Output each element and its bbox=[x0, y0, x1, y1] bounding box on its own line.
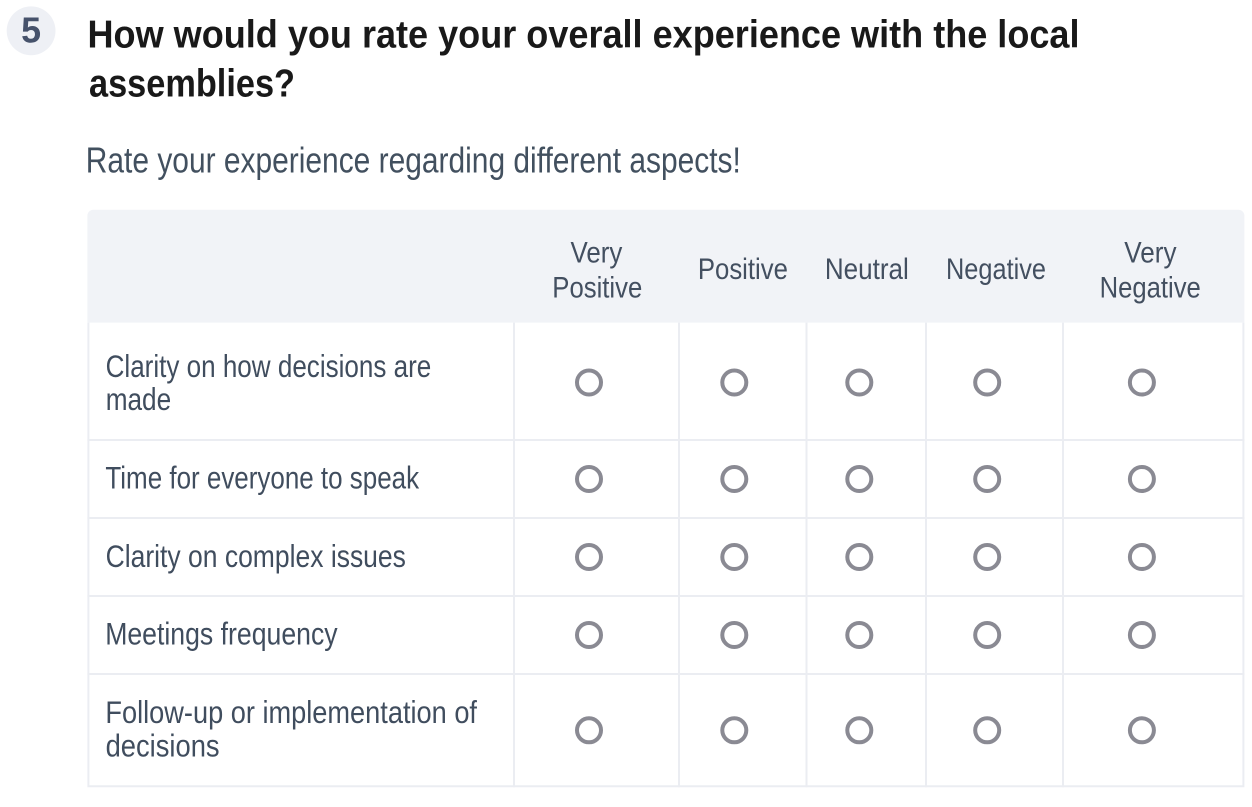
svg-text:Negative: Negative bbox=[946, 253, 1046, 286]
svg-text:Positive: Positive bbox=[552, 271, 642, 304]
svg-text:Rate your experience regarding: Rate your experience regarding different… bbox=[86, 140, 741, 181]
svg-text:assemblies?: assemblies? bbox=[89, 63, 295, 106]
svg-text:Meetings frequency: Meetings frequency bbox=[105, 616, 337, 652]
svg-text:Clarity on how decisions are: Clarity on how decisions are bbox=[106, 348, 432, 384]
svg-text:Follow-up or implementation of: Follow-up or implementation of bbox=[105, 694, 477, 730]
svg-text:Positive: Positive bbox=[698, 253, 788, 286]
svg-text:Neutral: Neutral bbox=[825, 253, 909, 286]
svg-text:made: made bbox=[106, 381, 172, 417]
svg-text:Very: Very bbox=[1124, 237, 1176, 270]
svg-text:How would you rate your overal: How would you rate your overall experien… bbox=[88, 13, 1080, 56]
svg-text:Negative: Negative bbox=[1100, 271, 1201, 304]
svg-text:Time for everyone to speak: Time for everyone to speak bbox=[105, 460, 419, 496]
svg-text:decisions: decisions bbox=[106, 727, 220, 763]
svg-text:Clarity on complex issues: Clarity on complex issues bbox=[106, 538, 406, 574]
svg-text:Very: Very bbox=[571, 237, 623, 270]
svg-text:5: 5 bbox=[21, 10, 41, 50]
